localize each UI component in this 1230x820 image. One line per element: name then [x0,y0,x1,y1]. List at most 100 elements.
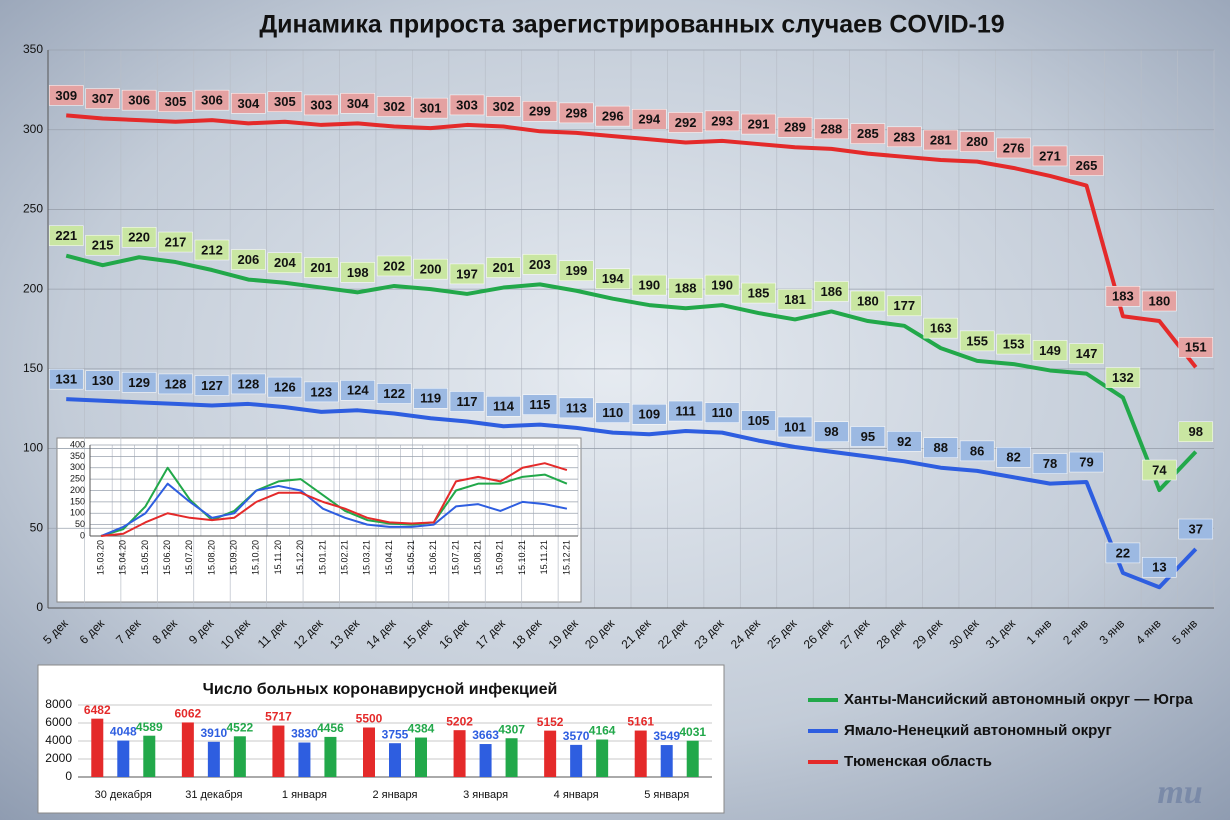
data-label: 304 [238,96,260,111]
data-label: 149 [1039,343,1061,358]
y-tick-label: 350 [23,42,43,56]
data-label-box [559,260,594,281]
data-label: 128 [165,376,187,391]
bar [143,735,156,777]
x-tick-label: 15.05.20 [140,540,150,575]
data-label-box [1105,542,1141,564]
data-label-box [194,375,230,396]
data-label: 303 [456,97,478,112]
data-label: 217 [165,234,187,249]
data-label-box [959,330,995,352]
data-label: 303 [310,97,332,112]
data-label-box [340,262,375,283]
data-label: 305 [274,94,296,109]
data-label: 126 [274,380,296,395]
bar [363,727,375,777]
data-label-box [267,252,303,274]
data-label: 212 [201,242,223,257]
inset-frame [56,437,582,603]
x-tick-label: 15.05.21 [406,540,416,575]
y-tick-label: 0 [36,600,43,614]
data-label-box [340,380,375,401]
data-label: 215 [92,238,114,253]
data-label: 181 [784,292,806,307]
data-label: 202 [383,258,405,273]
x-tick-label: 15.04.20 [118,540,128,575]
data-label-box [1069,451,1104,473]
data-label: 190 [638,278,660,293]
bar [544,730,557,777]
data-label-box [814,421,849,443]
data-label: 220 [128,230,150,245]
data-label: 113 [566,400,587,415]
data-label-box [595,268,631,289]
data-label-box [194,89,230,111]
data-label: 151 [1185,340,1207,355]
data-label-box [1069,343,1104,364]
bar [233,736,246,777]
bar-label: 3549 [653,729,680,743]
data-label: 294 [638,112,660,127]
bar-label: 5717 [265,710,292,724]
data-label: 197 [456,266,478,281]
data-label: 206 [238,252,260,267]
data-label: 199 [565,263,587,278]
x-tick-label: 15.03.20 [95,540,105,575]
x-tick-label: 15.11.20 [273,540,283,574]
y-tick-label: 8000 [45,697,72,711]
data-label: 307 [92,91,114,106]
data-label: 163 [930,321,952,336]
bar-label: 4031 [679,725,706,739]
data-label: 78 [1043,456,1057,471]
bar-label: 4384 [408,722,435,736]
data-label: 280 [966,134,988,149]
data-label-box [850,123,886,144]
x-tick-label: 1 января [282,789,327,801]
data-label-box [1069,155,1104,176]
data-label: 304 [347,96,369,111]
data-label-box [486,96,521,117]
x-tick-label: 30 декабря [95,789,152,801]
data-label: 92 [897,434,911,449]
data-label-box [1178,337,1214,358]
data-label-box [304,381,339,403]
data-label-box [923,317,958,339]
data-label: 188 [675,281,697,296]
data-label: 109 [638,407,660,422]
bar [686,740,699,777]
data-label: 132 [1112,370,1134,385]
data-label-box [376,383,412,404]
data-label-box [158,91,193,112]
data-label: 221 [55,228,77,243]
legend-label: Ханты-Мансийский автономный округ — Югра [844,691,1193,708]
bar-title: Число больных коронавирусной инфекцией [203,681,558,698]
bar-label: 3663 [472,728,499,742]
data-label-box [595,105,631,127]
data-label: 302 [383,99,405,114]
x-tick-label: 15.01.21 [317,540,327,575]
data-label-box [559,397,594,419]
logo: mu [1157,774,1202,811]
data-label: 306 [128,93,150,108]
data-label: 296 [602,109,624,124]
x-tick-label: 15.10.20 [251,540,261,575]
legend-label: Тюменская область [844,753,992,770]
bar-label: 5152 [537,715,564,729]
data-label: 117 [457,394,478,409]
data-label-box [595,402,631,423]
data-label: 37 [1189,521,1203,536]
data-label-box [121,89,157,111]
data-label: 292 [675,115,697,130]
data-label-box [449,263,485,285]
x-tick-label: 15.08.21 [473,540,483,575]
data-label: 265 [1076,158,1098,173]
data-label-box [304,257,339,278]
data-label-box [340,93,375,114]
data-label-box [559,102,594,124]
data-label-box [631,109,667,130]
x-tick-label: 2 января [373,789,418,801]
data-label-box [631,274,667,296]
y-tick-label: 250 [70,474,85,484]
data-label-box [267,91,303,112]
